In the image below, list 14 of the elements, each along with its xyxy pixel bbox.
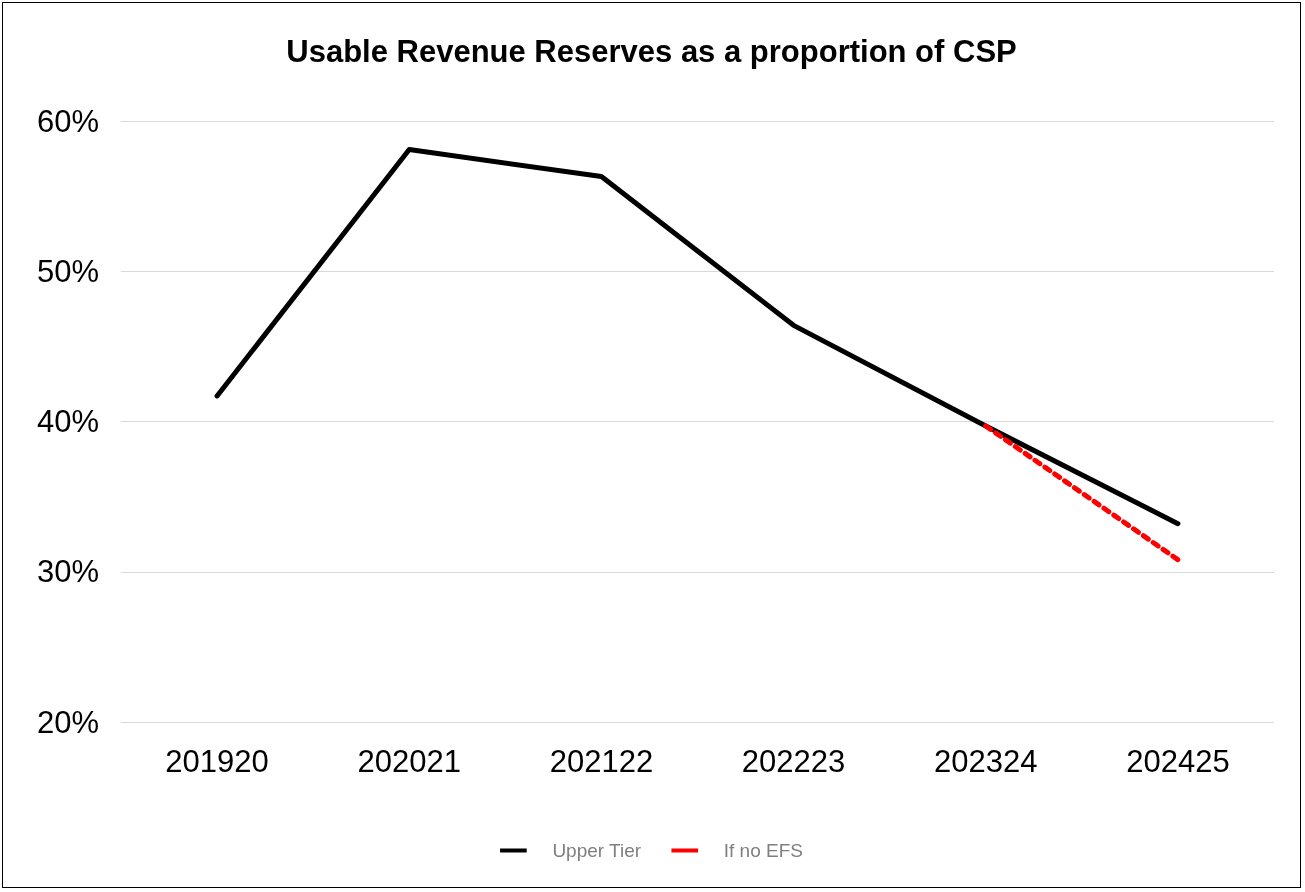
x-tick-label: 202425 bbox=[1126, 744, 1230, 779]
x-tick-label: 202223 bbox=[741, 744, 846, 779]
y-tick-label: 30% bbox=[36, 554, 99, 590]
x-tick-label: 202122 bbox=[549, 744, 654, 779]
y-tick-label: 50% bbox=[36, 253, 99, 289]
legend-label: If no EFS bbox=[723, 840, 803, 861]
x-tick-label: 202021 bbox=[357, 744, 461, 779]
chart-title: Usable Revenue Reserves as a proportion of CSP bbox=[286, 34, 1017, 69]
y-tick-label: 20% bbox=[36, 704, 99, 740]
x-tick-label: 201920 bbox=[165, 744, 269, 779]
y-tick-label: 40% bbox=[36, 404, 99, 439]
x-tick-label: 202324 bbox=[934, 744, 1038, 779]
y-tick-label: 60% bbox=[36, 103, 99, 139]
legend-label: Upper Tier bbox=[552, 840, 642, 861]
